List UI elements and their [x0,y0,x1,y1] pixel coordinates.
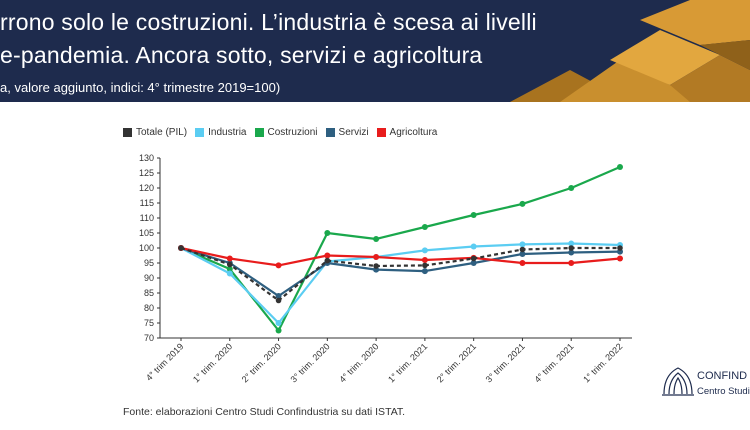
y-tick-label: 75 [144,318,154,328]
data-point-costruzioni [373,236,380,242]
data-point-servizi [470,260,477,266]
legend-item: Servizi [325,126,369,138]
page-subtitle: a, valore aggiunto, indici: 4° trimestre… [0,80,281,95]
x-tick-label: 4° trim. 2021 [532,341,575,384]
data-point-totale-pil [178,245,184,251]
page-title-line-1: rrono solo le costruzioni. L’industria è… [0,9,537,35]
legend-swatch [376,127,386,137]
legend-label: Agricoltura [389,126,438,138]
legend-item: Costruzioni [254,126,318,138]
legend-swatch [325,127,335,137]
y-tick-label: 85 [144,288,154,298]
logo-subtext: Centro Studi [697,386,750,397]
chart-legend: Totale (PIL) Industria Costruzioni Servizi A… [123,125,445,139]
series-line-totale-pil [180,246,620,302]
data-point-industria [470,243,477,250]
x-tick-label: 1° trim. 2020 [191,341,234,384]
y-tick-label: 95 [144,258,154,268]
data-point-totale-pil [422,262,428,269]
x-tick-label: 4° trim. 2020 [337,341,380,384]
confindustria-logo-icon [662,367,694,396]
data-point-industria [226,270,233,277]
y-tick-label: 70 [144,333,154,343]
legend-label: Servizi [338,126,369,138]
data-point-costruzioni [275,327,282,334]
data-point-agricoltura [275,262,282,269]
y-tick-label: 80 [144,303,154,313]
y-tick-label: 100 [139,243,154,253]
data-point-costruzioni [324,230,331,236]
y-tick-label: 110 [140,213,154,223]
header-banner: rrono solo le costruzioni. L’industria è… [0,0,750,102]
x-tick-label: 2° trim. 2020 [240,341,283,384]
data-point-costruzioni [226,266,233,272]
y-tick-label: 105 [139,228,154,238]
data-point-servizi [275,293,282,299]
y-tick-label: 120 [139,183,154,193]
legend-label: Totale (PIL) [136,126,188,138]
legend-label: Costruzioni [267,126,318,138]
data-point-agricoltura [519,260,526,266]
legend-item: Totale (PIL) [123,127,187,138]
data-point-industria [568,240,575,247]
data-point-servizi [568,249,575,256]
data-point-totale-pil [519,246,526,253]
legend-swatch [123,127,132,137]
logo-text: CONFIND [697,370,748,382]
data-point-totale-pil [470,255,477,262]
source-note: Fonte: elaborazioni Centro Studi Confind… [123,406,406,418]
data-point-totale-pil [617,245,623,251]
y-tick-label: 90 [144,273,154,283]
legend-swatch [254,127,264,137]
y-tick-label: 115 [140,198,154,208]
page-title-line-2: e-pandemia. Ancora sotto, servizi e agri… [0,42,483,68]
data-point-totale-pil [373,263,379,269]
x-tick-label: 3° trim. 2021 [484,341,527,384]
data-point-costruzioni [519,200,526,207]
x-tick-label: 4° trim 2019 [144,341,185,382]
data-point-totale-pil [275,297,282,304]
data-point-costruzioni [568,185,575,191]
data-point-agricoltura [324,252,331,259]
data-point-servizi [519,251,526,257]
data-point-agricoltura [617,255,623,262]
legend-item: Agricoltura [376,126,438,138]
data-point-industria [519,241,526,248]
decorative-blocks-graphic [510,0,750,102]
data-point-industria [275,320,282,326]
data-point-industria [421,247,428,254]
legend-item: Industria [195,126,247,138]
data-point-agricoltura [373,254,380,260]
data-point-totale-pil [226,261,233,268]
data-point-totale-pil [324,257,331,264]
data-point-agricoltura [226,255,233,262]
y-tick-label: 125 [139,168,154,178]
data-point-agricoltura [421,257,428,263]
series-line-servizi [180,246,621,298]
series-line-costruzioni [180,165,621,332]
data-point-costruzioni [617,164,623,170]
series-line-industria [180,242,621,325]
y-tick-label: 130 [139,153,154,163]
x-tick-label: 2° trim. 2021 [435,341,478,384]
data-point-costruzioni [421,224,428,230]
data-point-servizi [421,268,428,275]
data-point-agricoltura [568,260,575,266]
legend-swatch [195,127,205,137]
x-tick-label: 3° trim. 2020 [289,341,332,384]
series-line-agricoltura [180,246,621,267]
data-point-costruzioni [470,212,477,218]
x-tick-label: 1° trim. 2022 [581,341,624,384]
x-tick-label: 1° trim. 2021 [386,341,429,384]
legend-label: Industria [208,126,247,138]
data-point-totale-pil [568,245,575,251]
